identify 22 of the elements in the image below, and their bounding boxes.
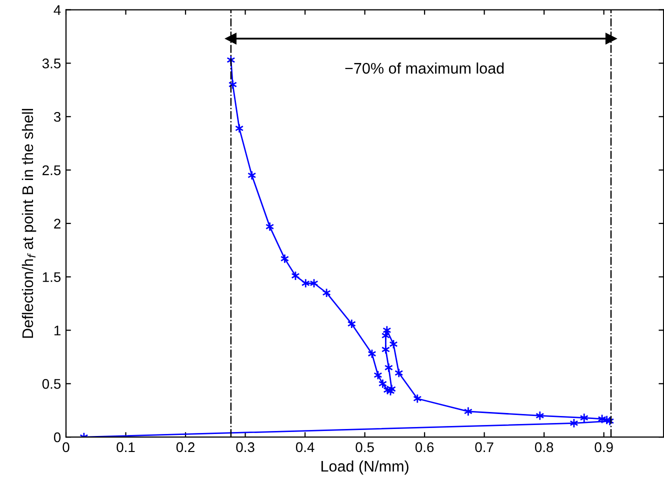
x-axis-title: Load (N/mm) xyxy=(321,460,408,475)
y-tick-label: 3 xyxy=(54,112,61,122)
y-tick-label: 4 xyxy=(54,5,61,15)
y-tick-label: 1 xyxy=(54,326,60,336)
x-tick-label: 0 xyxy=(62,442,70,452)
x-tick-label: 0.6 xyxy=(415,442,434,452)
x-tick-label: 0.2 xyxy=(176,442,194,452)
y-tick-label: 1.5 xyxy=(42,272,61,282)
x-tick-label: 0.9 xyxy=(594,442,613,452)
x-tick-label: 0.1 xyxy=(116,442,135,452)
y-tick-label: 0 xyxy=(54,432,61,442)
x-tick-label: 0.4 xyxy=(296,442,314,452)
y-axis-title: Deflection/h$_{f}$ at point B in the shell xyxy=(22,108,36,338)
y-tick-label: 2 xyxy=(54,218,60,228)
x-tick-label: 0.5 xyxy=(356,442,374,452)
x-tick-label: 0.8 xyxy=(534,442,554,452)
x-tick-label: 0.3 xyxy=(236,442,254,452)
annotation: −70% of maximum load xyxy=(345,62,504,74)
y-tick-label: 2.5 xyxy=(42,165,61,176)
y-tick-label: 0.5 xyxy=(42,379,61,389)
y-tick-label: 3.5 xyxy=(42,58,61,68)
x-tick-label: 0.7 xyxy=(475,442,494,452)
